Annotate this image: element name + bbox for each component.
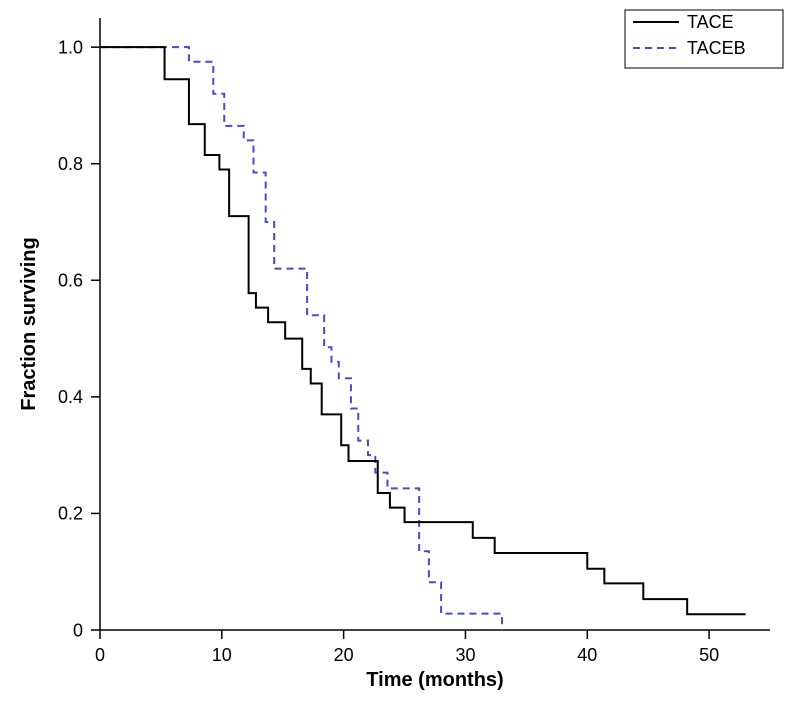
x-tick-label: 10 — [212, 645, 232, 665]
x-tick-label: 0 — [95, 645, 105, 665]
x-tick-label: 30 — [455, 645, 475, 665]
x-axis-title: Time (months) — [366, 669, 503, 691]
legend-label-tace: TACE — [687, 12, 734, 32]
chart-svg: 0 10 20 30 40 50 0 0.2 0.4 0.6 0.8 1.0 Time (months)… — [0, 0, 794, 707]
x-tick-label: 50 — [699, 645, 719, 665]
legend-label-taceb: TACEB — [687, 38, 746, 58]
y-tick-label: 0.8 — [58, 154, 83, 174]
y-tick-label: 0.2 — [58, 504, 83, 524]
x-tick-label: 40 — [577, 645, 597, 665]
y-tick-label: 0.6 — [58, 271, 83, 291]
y-tick-label: 0 — [73, 620, 83, 640]
y-tick-label: 0.4 — [58, 387, 83, 407]
y-tick-label: 1.0 — [58, 37, 83, 57]
survival-chart: 0 10 20 30 40 50 0 0.2 0.4 0.6 0.8 1.0 Time (months)… — [0, 0, 794, 707]
x-tick-label: 20 — [334, 645, 354, 665]
y-axis-title: Fraction surviving — [18, 237, 40, 410]
